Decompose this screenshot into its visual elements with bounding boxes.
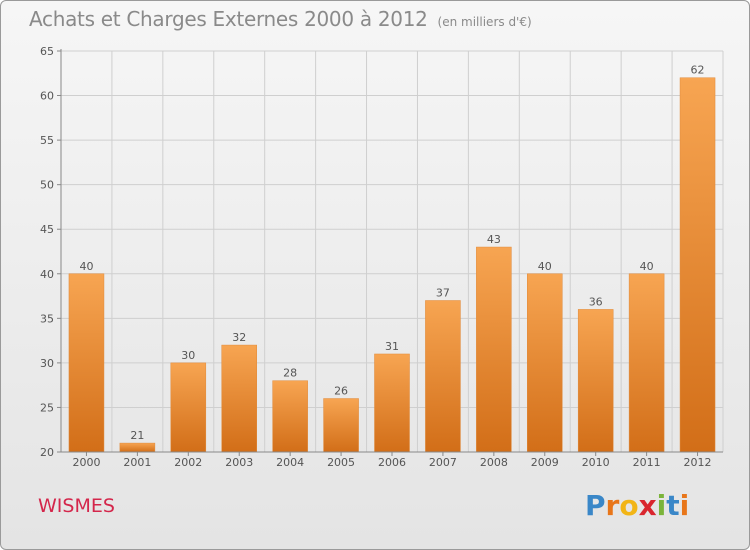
y-tick-label: 50 xyxy=(40,179,54,192)
logo-letter: o xyxy=(619,489,639,522)
bar xyxy=(221,344,257,453)
y-tick-label: 65 xyxy=(40,45,54,58)
bar xyxy=(679,77,716,453)
x-tick-label: 2006 xyxy=(378,456,406,469)
logo-letter: i xyxy=(679,489,690,522)
x-tick-label: 2008 xyxy=(480,456,508,469)
logo-letter: t xyxy=(666,489,680,522)
y-tick-label: 55 xyxy=(40,134,54,147)
data-label: 36 xyxy=(589,295,603,308)
bar xyxy=(527,273,563,453)
chart-title: Achats et Charges Externes 2000 à 2012 xyxy=(29,7,428,31)
x-tick-label: 2001 xyxy=(123,456,151,469)
x-tick-label: 2004 xyxy=(276,456,304,469)
x-tick-label: 2007 xyxy=(429,456,457,469)
bar xyxy=(374,353,410,453)
bar xyxy=(628,273,665,453)
bar xyxy=(119,442,156,453)
x-tick-label: 2005 xyxy=(327,456,355,469)
y-tick-label: 30 xyxy=(40,357,54,370)
bars: 40 21 30 32 28 26 31 37 43 40 36 40 62 xyxy=(68,64,716,453)
data-label: 40 xyxy=(640,260,654,273)
bar xyxy=(272,380,308,453)
y-tick-label: 20 xyxy=(40,446,54,459)
logo-letter: i xyxy=(656,489,667,522)
x-tick-label: 2003 xyxy=(225,456,253,469)
data-label: 62 xyxy=(691,64,705,77)
data-label: 43 xyxy=(487,233,501,246)
chart-subtitle: (en milliers d'€) xyxy=(437,15,532,29)
data-label: 30 xyxy=(181,349,195,362)
data-label: 28 xyxy=(283,367,297,380)
logo-letter: r xyxy=(605,489,620,522)
bar xyxy=(68,273,105,453)
logo-letter: x xyxy=(638,489,657,522)
data-label: 37 xyxy=(436,287,450,300)
y-tick-label: 35 xyxy=(40,312,54,325)
title-line: Achats et Charges Externes 2000 à 2012 (e… xyxy=(29,7,532,31)
y-tick-label: 40 xyxy=(40,268,54,281)
x-tick-label: 2002 xyxy=(174,456,202,469)
x-tick-label: 2010 xyxy=(582,456,610,469)
x-tick-label: 2009 xyxy=(531,456,559,469)
bar xyxy=(425,300,461,453)
commune-name: WISMES xyxy=(38,495,115,517)
x-tick-label: 2000 xyxy=(72,456,100,469)
bar xyxy=(323,398,359,453)
data-label: 40 xyxy=(79,260,93,273)
logo-letter: P xyxy=(585,489,606,522)
x-tick-label: 2012 xyxy=(684,456,712,469)
data-label: 26 xyxy=(334,385,348,398)
data-label: 32 xyxy=(232,331,246,344)
x-tick-label: 2011 xyxy=(633,456,661,469)
bar xyxy=(476,246,512,453)
data-label: 40 xyxy=(538,260,552,273)
data-label: 21 xyxy=(130,429,144,442)
bar xyxy=(577,309,614,453)
y-tick-label: 45 xyxy=(40,223,54,236)
y-tick-label: 60 xyxy=(40,90,54,103)
y-tick-label: 25 xyxy=(40,401,54,414)
axes: 20 25 30 35 40 45 50 55 60 65 2000 2001 2002 2003 2004… xyxy=(40,45,723,469)
proxiti-logo: Proxiti xyxy=(585,489,689,522)
data-label: 31 xyxy=(385,340,399,353)
bar xyxy=(170,362,207,453)
